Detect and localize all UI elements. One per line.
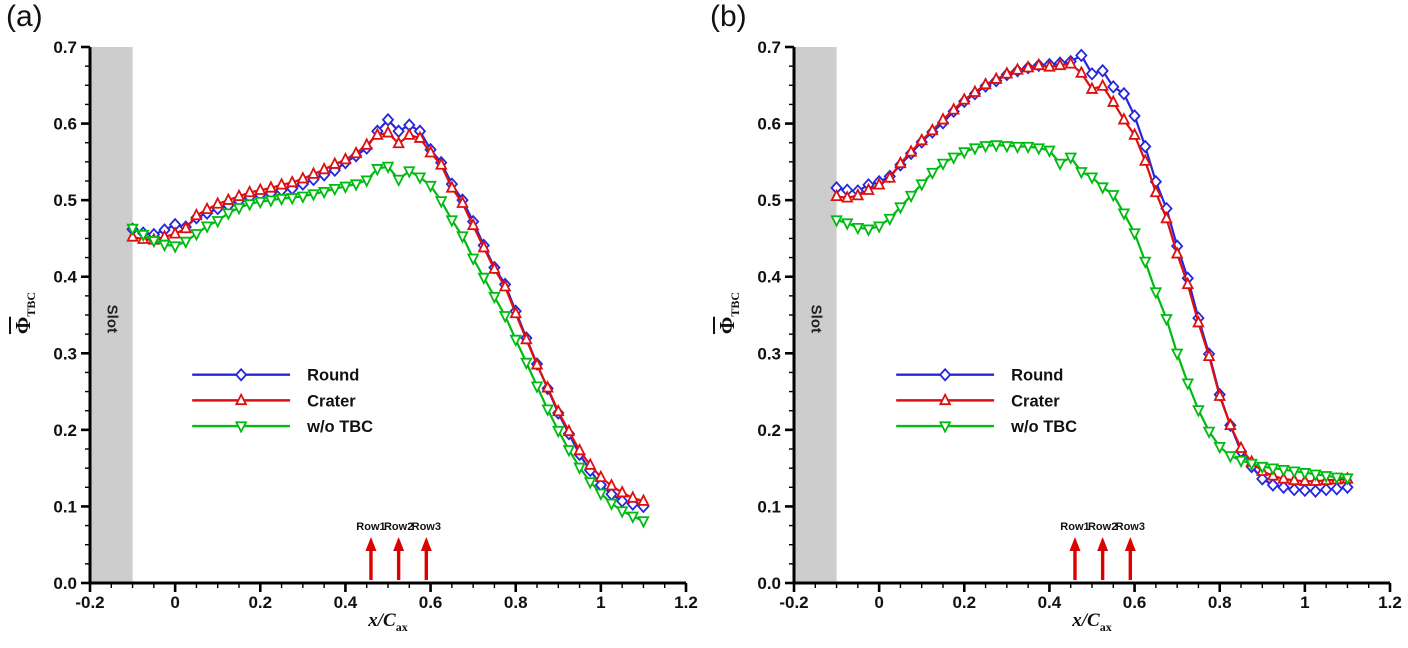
svg-text:0.5: 0.5 xyxy=(53,191,77,210)
svg-text:0.5: 0.5 xyxy=(757,191,781,210)
svg-text:1.2: 1.2 xyxy=(674,593,698,612)
svg-text:Round: Round xyxy=(307,367,359,385)
svg-text:0.6: 0.6 xyxy=(419,593,443,612)
cax-subscript: ax xyxy=(1099,619,1112,634)
svg-text:1: 1 xyxy=(596,593,605,612)
svg-text:0.1: 0.1 xyxy=(757,497,781,516)
svg-text:Slot: Slot xyxy=(103,305,120,333)
svg-text:Row3: Row3 xyxy=(1116,521,1145,533)
svg-text:Crater: Crater xyxy=(307,392,356,410)
svg-text:0.3: 0.3 xyxy=(53,344,77,363)
svg-text:w/o TBC: w/o TBC xyxy=(1010,418,1077,436)
panel-a-x-axis-title: x/Cax xyxy=(36,610,740,635)
panel-a: Slot -0.2 0 0.2 0.4 0.6 0.8 1 1.2 0.0 0.1 0.2 0.3 0.4… xyxy=(6,0,698,634)
svg-text:0.6: 0.6 xyxy=(1123,593,1147,612)
svg-text:0.2: 0.2 xyxy=(53,421,77,440)
svg-text:0.4: 0.4 xyxy=(757,268,781,287)
svg-text:0.4: 0.4 xyxy=(1038,593,1062,612)
svg-text:1.2: 1.2 xyxy=(1378,593,1402,612)
svg-text:0.6: 0.6 xyxy=(53,115,77,134)
svg-text:1: 1 xyxy=(1300,593,1309,612)
svg-text:Row3: Row3 xyxy=(412,521,441,533)
svg-text:0.4: 0.4 xyxy=(53,268,77,287)
panel-a-chart: Slot -0.2 0 0.2 0.4 0.6 0.8 1 1.2 0.0 0.1 0.2 0.3 0.4… xyxy=(53,38,698,612)
svg-text:0: 0 xyxy=(874,593,883,612)
panel-a-y-axis-title: ΦTBC xyxy=(11,263,39,363)
phi-symbol: Φ xyxy=(11,316,35,335)
svg-text:0.4: 0.4 xyxy=(334,593,358,612)
panel-b-chart: Slot -0.2 0 0.2 0.4 0.6 0.8 1 1.2 0.0 0.1 0.2 0.3 0.4… xyxy=(757,38,1402,612)
svg-text:0.0: 0.0 xyxy=(53,574,77,593)
svg-text:0.3: 0.3 xyxy=(757,344,781,363)
svg-text:0.6: 0.6 xyxy=(757,115,781,134)
panel-a-letter-label: (a) xyxy=(6,0,43,33)
svg-text:0.1: 0.1 xyxy=(53,497,77,516)
svg-text:0.7: 0.7 xyxy=(53,38,77,57)
svg-text:Row1: Row1 xyxy=(356,521,385,533)
panel-b-letter-label: (b) xyxy=(710,0,747,33)
phi-subscript: TBC xyxy=(24,291,39,317)
x-over-cax: x/C xyxy=(1072,610,1100,631)
panel-b-y-axis-title: ΦTBC xyxy=(715,263,743,363)
panel-b-x-axis-title: x/Cax xyxy=(740,610,1408,635)
x-over-cax: x/C xyxy=(368,610,396,631)
phi-subscript: TBC xyxy=(728,291,743,317)
svg-text:Round: Round xyxy=(1011,367,1063,385)
svg-text:0.0: 0.0 xyxy=(757,574,781,593)
svg-text:0.2: 0.2 xyxy=(952,593,976,612)
svg-text:0.8: 0.8 xyxy=(504,593,528,612)
svg-text:Slot: Slot xyxy=(807,305,824,333)
cax-subscript: ax xyxy=(395,619,408,634)
svg-text:0.8: 0.8 xyxy=(1208,593,1232,612)
svg-text:w/o TBC: w/o TBC xyxy=(306,418,373,436)
panel-b: Slot -0.2 0 0.2 0.4 0.6 0.8 1 1.2 0.0 0.1 0.2 0.3 0.4… xyxy=(704,0,1408,648)
svg-text:Crater: Crater xyxy=(1011,392,1060,410)
svg-text:0.2: 0.2 xyxy=(248,593,272,612)
phi-symbol: Φ xyxy=(715,316,739,335)
svg-text:0.2: 0.2 xyxy=(757,421,781,440)
svg-text:0: 0 xyxy=(170,593,179,612)
svg-text:0.7: 0.7 xyxy=(757,38,781,57)
svg-text:Row2: Row2 xyxy=(384,521,413,533)
svg-text:-0.2: -0.2 xyxy=(75,593,104,612)
svg-text:Row2: Row2 xyxy=(1088,521,1117,533)
svg-text:-0.2: -0.2 xyxy=(779,593,808,612)
svg-text:Row1: Row1 xyxy=(1060,521,1089,533)
